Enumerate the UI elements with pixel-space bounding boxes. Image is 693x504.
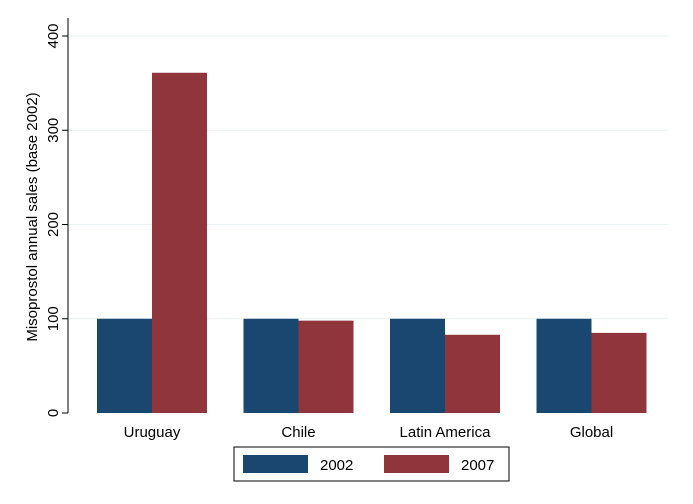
legend-swatch-2007	[384, 455, 449, 473]
bar-latin-america-2007	[445, 334, 500, 413]
x-category-label: Chile	[281, 424, 315, 441]
legend: 2002 2007	[233, 446, 510, 482]
legend-label-2002: 2002	[320, 457, 353, 474]
x-category-label: Uruguay	[124, 424, 181, 441]
bar-chile-2002	[243, 318, 299, 413]
y-tick-label-100: 100	[45, 306, 62, 331]
y-axis-ticks: 0 100 200 300 400	[45, 23, 68, 417]
y-tick-label-0: 0	[45, 409, 62, 417]
y-tick-label-400: 400	[45, 23, 62, 48]
y-tick-label-200: 200	[45, 212, 62, 237]
bars	[97, 72, 647, 413]
legend-swatch-2002	[243, 455, 308, 473]
bar-latin-america-2002	[390, 318, 445, 413]
legend-label-2007: 2007	[461, 457, 494, 474]
bar-global-2007	[591, 332, 647, 413]
bar-uruguay-2007	[152, 72, 207, 413]
x-axis-labels: Uruguay Chile Latin America Global	[124, 424, 614, 441]
bar-uruguay-2002	[97, 318, 152, 413]
bar-global-2002	[536, 318, 592, 413]
y-axis-title: Misoprostol annual sales (base 2002)	[24, 92, 41, 341]
bar-chile-2007	[298, 320, 354, 413]
x-category-label: Latin America	[400, 424, 492, 441]
x-category-label: Global	[570, 424, 613, 441]
y-tick-label-300: 300	[45, 118, 62, 143]
